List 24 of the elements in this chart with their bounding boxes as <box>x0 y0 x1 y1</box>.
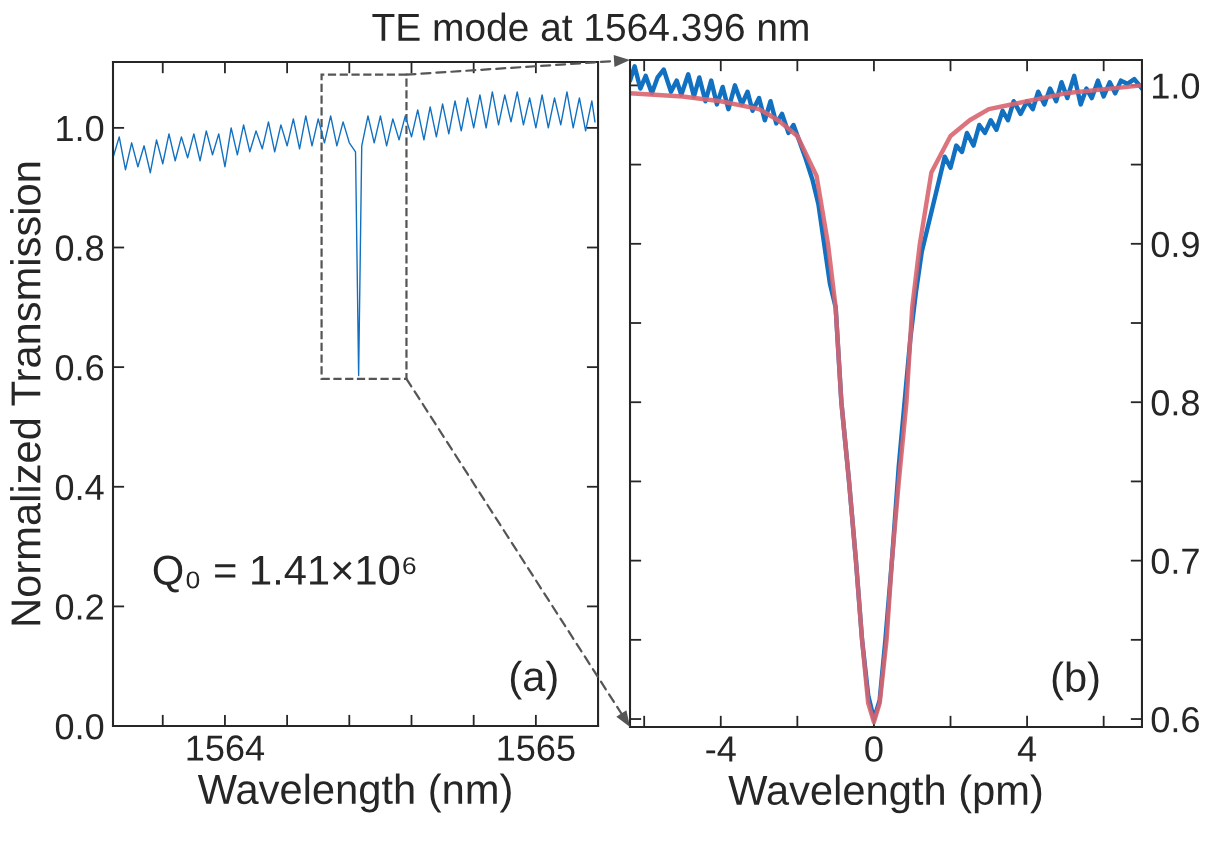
y-tick-label: 1.0 <box>1153 73 1200 99</box>
y-tick-label: 0.7 <box>1151 548 1199 575</box>
x-tick-label: 4 <box>1017 736 1037 762</box>
x-tick-label: -4 <box>706 736 736 762</box>
x-tick-label: 1565 <box>498 735 575 761</box>
line-series <box>113 91 596 377</box>
x-tick-label: 1564 <box>187 735 265 761</box>
y-tick-label: 0.0 <box>55 713 104 740</box>
y-tick-label: 0.6 <box>55 355 104 381</box>
annotation: (a) <box>510 660 557 700</box>
x-tick-label: 0 <box>865 736 883 762</box>
y-tick-label: 0.9 <box>1151 231 1199 258</box>
y-tick-label: 0.6 <box>1151 706 1199 733</box>
y-tick-label: 0.4 <box>55 474 104 501</box>
x-axis-title: Wavelength (pm) <box>728 774 1042 814</box>
annotation: Q₀ = 1.41×10⁶ <box>153 555 416 593</box>
y-tick-label: 1.0 <box>57 115 104 142</box>
y-tick-label: 0.2 <box>55 594 103 620</box>
chart-title: TE mode at 1564.396 nm <box>372 12 808 42</box>
y-axis-title: Normalized Transmission <box>10 162 41 625</box>
annotation: (b) <box>1052 661 1099 701</box>
y-tick-label: 0.8 <box>55 235 104 261</box>
x-axis-title: Wavelength (nm) <box>197 773 511 813</box>
y-tick-label: 0.8 <box>1151 390 1199 416</box>
